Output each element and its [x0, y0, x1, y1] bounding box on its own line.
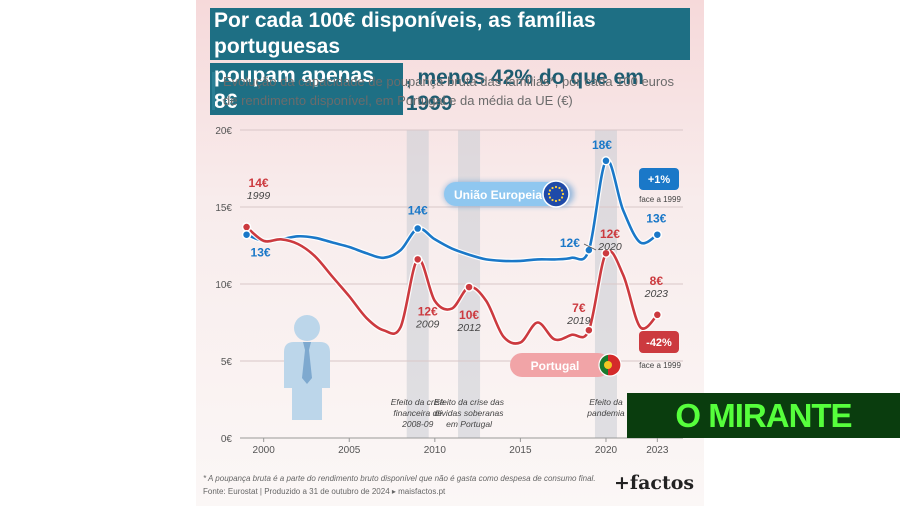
point-value-label: 12€: [560, 236, 580, 250]
x-tick-label: 2005: [338, 445, 361, 456]
y-tick-label: 20€: [215, 126, 232, 137]
x-tick-label: 2020: [595, 445, 618, 456]
watermark-text: O MIRANTE: [675, 397, 852, 434]
point-year-label: 2019: [566, 315, 591, 327]
watermark-banner: O MIRANTE: [627, 393, 900, 438]
footnote: * A poupança bruta é a parte do rendimen…: [203, 474, 596, 483]
point-value-label: 7€: [572, 301, 586, 315]
source-line: Fonte: Eurostat | Produzido a 31 de outu…: [203, 487, 446, 496]
x-tick-label: 2010: [424, 445, 447, 456]
point-value-label: 18€: [592, 138, 612, 152]
point-year-label: 2023: [644, 288, 669, 300]
eu-star: [558, 198, 561, 202]
headline: Por cada 100€ disponíveis, as famílias p…: [210, 8, 690, 118]
band-label-2012: Efeito da crise das: [434, 397, 505, 407]
person-icon: [284, 315, 330, 420]
flag-sphere: [604, 361, 612, 369]
eu-star: [551, 186, 554, 190]
x-tick-label: 2023: [646, 445, 669, 456]
change-badge-value: -42%: [646, 337, 672, 349]
y-tick-label: 0€: [221, 434, 233, 445]
flag-ring: [598, 353, 622, 377]
point-year-label: 2020: [597, 241, 622, 253]
change-badge-note: face a 1999: [639, 195, 681, 204]
headline-line-1: Por cada 100€ disponíveis, as famílias p…: [210, 8, 690, 60]
change-badge-uniao-europeia: [639, 168, 679, 190]
flag-red: [608, 354, 621, 376]
chart-subtitle: Evolução da capacidade de poupança bruta…: [212, 72, 698, 110]
point-marker-portugal-2012: [464, 282, 474, 292]
band-label-2009: financeira de: [393, 408, 442, 418]
eu-flag-icon: [542, 180, 570, 208]
flag-green: [599, 354, 608, 376]
eu-star: [548, 189, 552, 192]
portugal-legend-pill: [510, 353, 610, 377]
point-marker-portugal-1999: [241, 222, 252, 232]
y-tick-label: 15€: [215, 203, 232, 214]
band-label-2020: pandemia: [586, 408, 625, 418]
eu-legend-label: União Europeia: [454, 188, 542, 202]
point-value-label: 14€: [249, 176, 269, 190]
point-value-label: 12€: [600, 227, 620, 241]
point-year-label: 2009: [415, 318, 440, 330]
change-badge-value: +1%: [648, 174, 671, 186]
band-label-2012: em Portugal: [446, 419, 493, 429]
point-value-label: 13€: [251, 246, 271, 260]
point-year-label: 2012: [456, 322, 481, 334]
y-tick-label: 5€: [221, 357, 233, 368]
eu-star: [558, 186, 561, 190]
point-value-label: 10€: [459, 308, 479, 322]
eu-star: [560, 196, 564, 199]
band-label-2012: dívidas soberanas: [435, 408, 505, 418]
eu-star: [551, 198, 554, 202]
portugal-flag-icon: [599, 354, 621, 376]
eu-star: [554, 199, 558, 203]
point-value-label: 13€: [646, 212, 666, 226]
label-connector: [583, 243, 597, 251]
eu-star: [554, 185, 558, 189]
series-line-uniao-europeia: [246, 158, 659, 263]
point-marker-uniao-europeia-2020: [601, 156, 611, 166]
x-tick-label: 2015: [509, 445, 532, 456]
portugal-legend-label: Portugal: [531, 359, 580, 373]
band-label-2009: Efeito da crise: [391, 397, 445, 407]
person-head: [294, 315, 320, 341]
change-badge-note: face a 1999: [639, 361, 681, 370]
y-tick-label: 10€: [215, 280, 232, 291]
eu-star: [560, 189, 564, 192]
band-label-2009: 2008-09: [401, 419, 433, 429]
point-value-label: 12€: [418, 304, 438, 318]
point-value-label: 14€: [408, 204, 428, 218]
person-tie: [302, 342, 312, 384]
point-marker-portugal-2020: [601, 248, 611, 258]
eu-legend-pill: [444, 182, 570, 206]
point-marker-portugal-2009: [412, 254, 423, 265]
point-marker-uniao-europeia-2019: [584, 245, 594, 255]
eu-star: [561, 192, 565, 196]
point-year-label: 1999: [247, 190, 271, 202]
headline-highlight: poupam apenas 8€: [210, 63, 403, 115]
subtitle-line-1: Evolução da capacidade de poupança bruta…: [223, 74, 674, 89]
band-label-2020: Efeito da: [589, 397, 623, 407]
point-marker-portugal-2023: [652, 310, 663, 320]
change-badge-portugal: [639, 331, 679, 353]
x-tick-label: 2000: [253, 445, 276, 456]
point-value-label: 8€: [650, 274, 664, 288]
eu-star: [548, 196, 552, 199]
point-marker-uniao-europeia-2023: [652, 229, 663, 240]
headline-line-2-rest: , menos 42% do que em 1999: [405, 65, 644, 115]
point-marker-portugal-2019: [584, 325, 594, 335]
eu-star: [547, 192, 551, 196]
subtitle-line-2: de rendimento disponível, em Portugal e …: [223, 93, 573, 108]
point-marker-uniao-europeia-1999: [241, 229, 252, 240]
brand-logo: +factos: [614, 472, 695, 494]
point-marker-uniao-europeia-2009: [412, 223, 423, 234]
